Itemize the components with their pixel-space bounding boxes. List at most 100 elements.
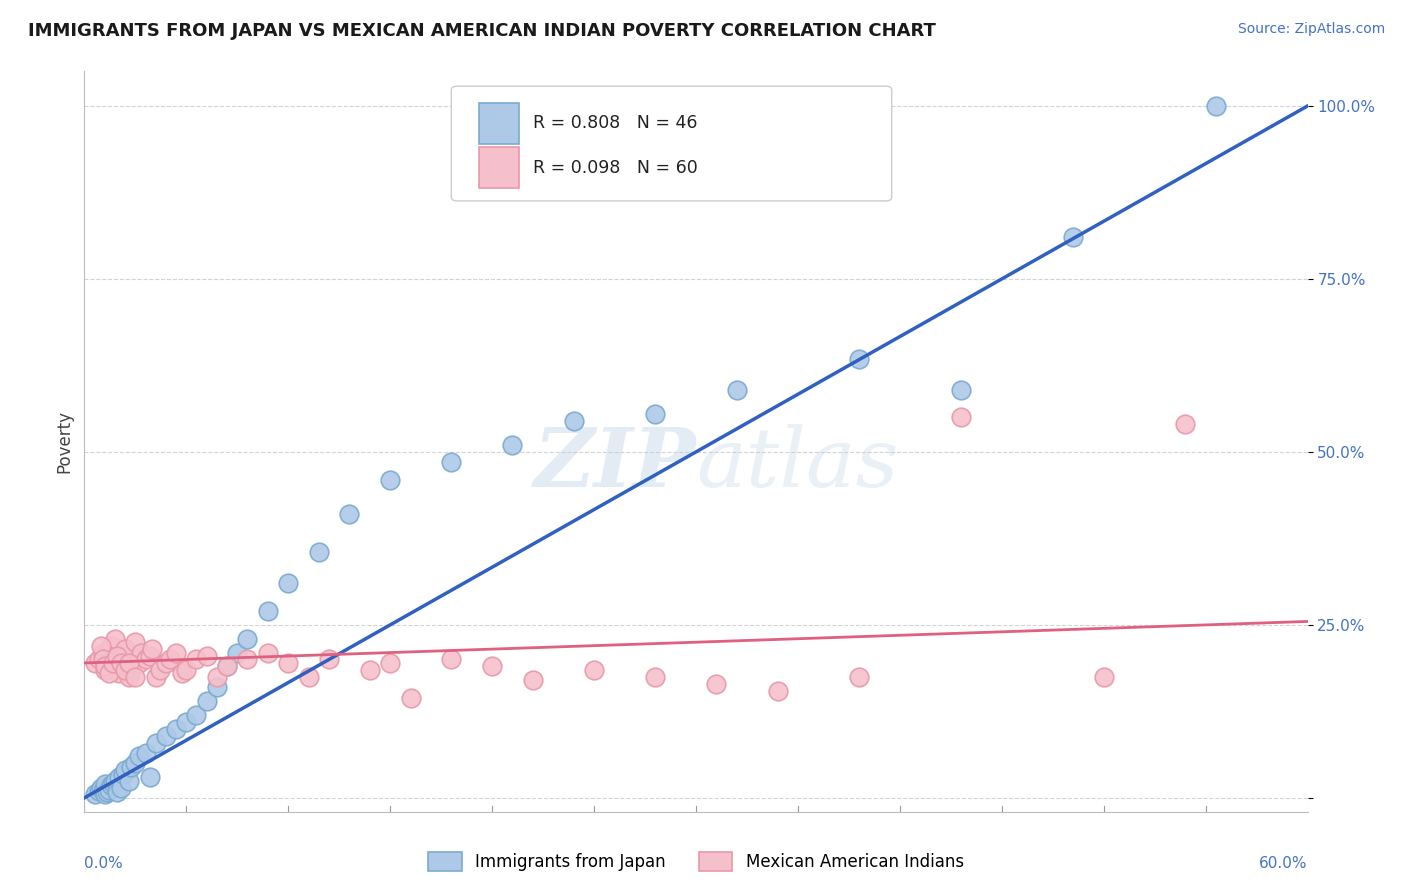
Point [93, 663, 115, 677]
Point [1205, 99, 1227, 113]
Point [205, 680, 228, 694]
Point [145, 735, 167, 749]
Point [950, 410, 973, 425]
Text: atlas: atlas [696, 424, 898, 504]
Point [257, 646, 280, 660]
Point [105, 785, 128, 799]
Point [124, 670, 146, 684]
Point [1174, 417, 1197, 432]
Point [135, 652, 157, 666]
Point [205, 670, 228, 684]
Point [277, 656, 299, 670]
Point [114, 663, 136, 677]
Point [101, 656, 124, 670]
Point [87, 652, 110, 666]
Point [145, 670, 167, 684]
Point [236, 652, 259, 666]
Point [440, 455, 463, 469]
Point [83, 656, 105, 670]
Point [502, 438, 524, 452]
Point [93, 777, 115, 791]
Point [97, 642, 120, 657]
Point [114, 642, 136, 657]
Point [298, 670, 321, 684]
Point [90, 780, 112, 795]
Text: R = 0.808   N = 46: R = 0.808 N = 46 [533, 114, 697, 132]
Point [138, 648, 160, 663]
Point [118, 773, 141, 788]
Point [118, 670, 141, 684]
Point [124, 756, 146, 771]
Point [380, 656, 402, 670]
Point [149, 663, 172, 677]
Point [118, 656, 141, 670]
Point [108, 770, 131, 784]
Point [141, 642, 163, 657]
Point [318, 652, 340, 666]
Point [308, 545, 330, 559]
Point [97, 782, 120, 797]
Text: 0.0%: 0.0% [84, 856, 124, 871]
Point [165, 722, 187, 736]
Point [725, 383, 748, 397]
Point [186, 707, 208, 722]
Point [131, 646, 153, 660]
Point [87, 784, 110, 798]
Point [481, 659, 503, 673]
Point [128, 749, 150, 764]
Point [217, 659, 239, 673]
Point [706, 676, 728, 690]
Point [114, 763, 136, 777]
Point [236, 632, 259, 646]
Point [950, 383, 973, 397]
Point [110, 659, 132, 673]
Text: R = 0.098   N = 60: R = 0.098 N = 60 [533, 159, 697, 177]
Point [155, 656, 177, 670]
Point [100, 779, 122, 793]
Point [1092, 670, 1115, 684]
Point [105, 652, 128, 666]
Point [644, 670, 666, 684]
Point [135, 746, 157, 760]
Point [108, 666, 131, 681]
Point [83, 788, 105, 802]
Point [186, 652, 208, 666]
Text: IMMIGRANTS FROM JAPAN VS MEXICAN AMERICAN INDIAN POVERTY CORRELATION CHART: IMMIGRANTS FROM JAPAN VS MEXICAN AMERICA… [28, 22, 936, 40]
Point [96, 785, 118, 799]
Point [91, 784, 114, 798]
Point [97, 666, 120, 681]
Point [172, 666, 194, 681]
Point [359, 663, 381, 677]
Point [522, 673, 544, 688]
FancyBboxPatch shape [479, 147, 519, 188]
Text: Source: ZipAtlas.com: Source: ZipAtlas.com [1237, 22, 1385, 37]
Point [100, 639, 122, 653]
Point [110, 656, 132, 670]
Point [110, 780, 132, 795]
Legend: Immigrants from Japan, Mexican American Indians: Immigrants from Japan, Mexican American … [422, 845, 970, 878]
Y-axis label: Poverty: Poverty [55, 410, 73, 473]
Point [195, 648, 218, 663]
Point [339, 507, 361, 521]
Point [128, 656, 150, 670]
Point [101, 775, 124, 789]
Point [165, 646, 187, 660]
Text: 60.0%: 60.0% [1260, 856, 1308, 871]
Point [90, 639, 112, 653]
Point [124, 635, 146, 649]
Point [93, 788, 115, 802]
Point [380, 473, 402, 487]
Point [104, 773, 127, 788]
Point [277, 576, 299, 591]
Point [257, 604, 280, 618]
Point [105, 648, 128, 663]
Point [155, 729, 177, 743]
Point [174, 663, 197, 677]
Point [93, 659, 115, 673]
Point [104, 632, 127, 646]
Point [848, 351, 870, 366]
Point [174, 714, 197, 729]
Point [217, 659, 239, 673]
Point [120, 760, 142, 774]
Point [766, 683, 789, 698]
